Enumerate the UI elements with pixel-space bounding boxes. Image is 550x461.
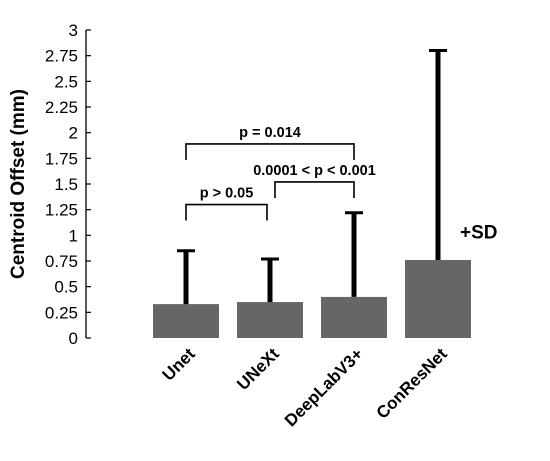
bars xyxy=(153,259,471,338)
error-bars xyxy=(177,49,447,305)
category-label: DeepLabV3+ xyxy=(281,344,367,430)
significance-annotations: p = 0.014 p > 0.05 0.0001 < p < 0.001 xyxy=(185,125,376,221)
y-axis-title: Centroid Offset (mm) xyxy=(8,89,29,279)
category-label: ConResNet xyxy=(373,344,451,422)
y-tick-label: 1 xyxy=(69,226,78,245)
y-tick-label: 1.25 xyxy=(45,201,78,220)
category-label: UNeXt xyxy=(233,344,283,394)
significance-bracket xyxy=(274,181,355,198)
y-tick-label: 1.75 xyxy=(45,149,78,168)
error-bar-legend: +SD xyxy=(460,222,498,243)
significance-bracket xyxy=(185,143,355,160)
y-axis: 0 0.25 0.5 0.75 1 1.25 1.5 1.75 2 2.25 2.5 2.75 3 xyxy=(45,21,91,348)
significance-label: 0.0001 < p < 0.001 xyxy=(253,163,376,179)
y-tick-label: 0.75 xyxy=(45,252,78,271)
y-tick-label: 2.75 xyxy=(45,47,78,66)
y-tick-label: 2.25 xyxy=(45,98,78,117)
significance-label: p > 0.05 xyxy=(200,186,254,202)
y-tick-label: 3 xyxy=(69,21,78,40)
category-label: Unet xyxy=(159,344,199,384)
bar-conresnet xyxy=(405,259,471,338)
significance-bracket xyxy=(185,203,268,221)
y-tick-label: 0 xyxy=(69,329,78,348)
y-tick-label: 1.5 xyxy=(54,175,78,194)
bar-deeplabv3- xyxy=(321,296,387,338)
bar-unext xyxy=(237,302,303,338)
y-tick-label: 2.5 xyxy=(54,72,78,91)
y-tick-label: 2 xyxy=(69,124,78,143)
significance-label: p = 0.014 xyxy=(239,125,301,141)
y-tick-label: 0.25 xyxy=(45,303,78,322)
y-tick-label: 0.5 xyxy=(54,278,78,297)
bar-unet xyxy=(153,304,219,338)
